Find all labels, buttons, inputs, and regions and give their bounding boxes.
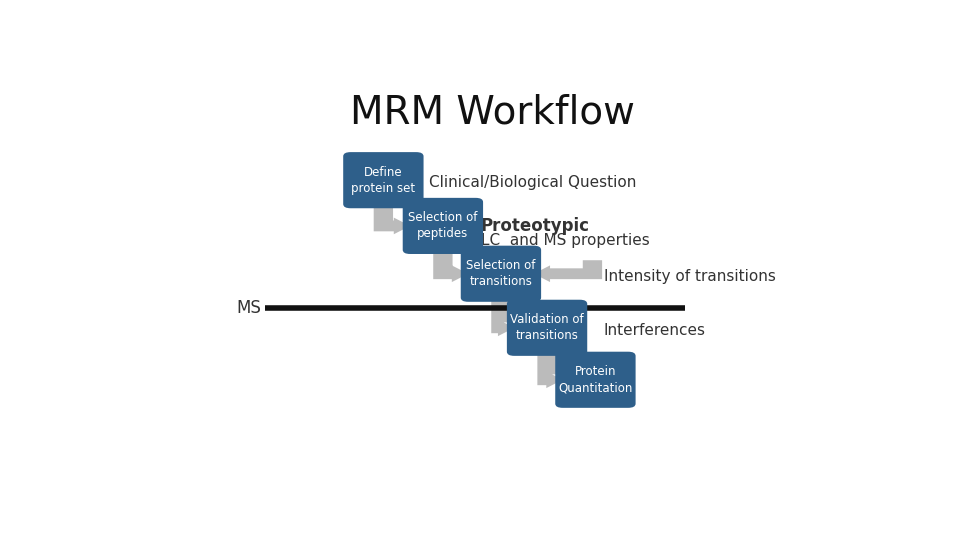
Text: Define
protein set: Define protein set (351, 166, 416, 195)
FancyBboxPatch shape (344, 152, 423, 208)
Polygon shape (373, 204, 410, 234)
Text: Validation of
transitions: Validation of transitions (511, 313, 584, 342)
Text: Selection of
transitions: Selection of transitions (467, 259, 536, 288)
Text: Clinical/Biological Question: Clinical/Biological Question (429, 174, 636, 190)
Text: Proteotypic: Proteotypic (481, 217, 589, 235)
Text: Selection of
peptides: Selection of peptides (408, 212, 477, 240)
Polygon shape (538, 352, 563, 388)
FancyBboxPatch shape (403, 198, 483, 254)
Polygon shape (534, 260, 602, 282)
Text: Intensity of transitions: Intensity of transitions (604, 269, 776, 284)
Text: Interferences: Interferences (604, 323, 706, 339)
Text: MRM Workflow: MRM Workflow (349, 94, 635, 132)
FancyBboxPatch shape (507, 300, 588, 356)
Text: Protein
Quantitation: Protein Quantitation (558, 365, 633, 394)
Polygon shape (433, 250, 468, 282)
Text: MS: MS (236, 299, 261, 317)
Text: LC  and MS properties: LC and MS properties (481, 233, 650, 248)
FancyBboxPatch shape (555, 352, 636, 408)
Polygon shape (492, 298, 515, 336)
FancyBboxPatch shape (461, 246, 541, 302)
